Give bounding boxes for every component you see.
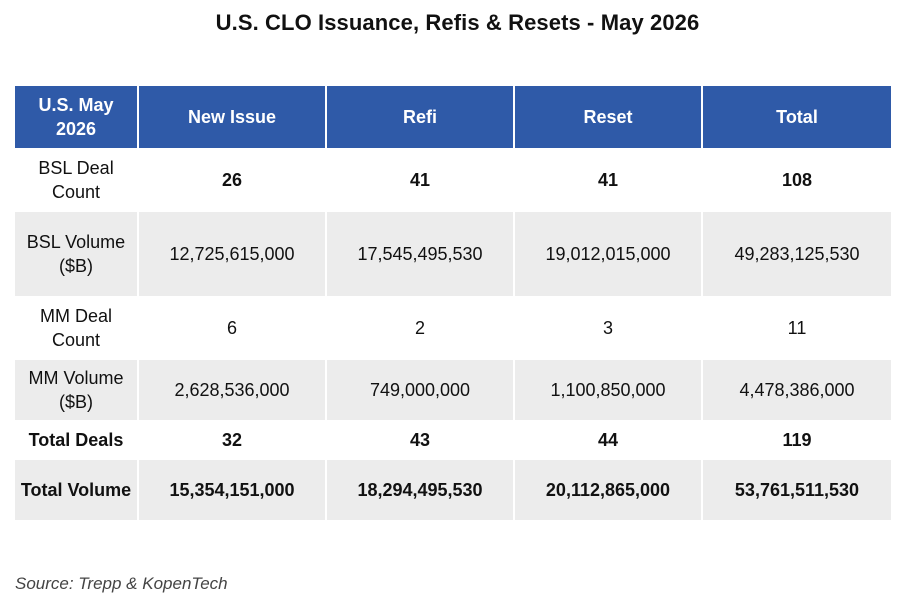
header-new-issue: New Issue: [138, 86, 327, 149]
row-label-bsl-volume: BSL Volume ($B): [15, 210, 139, 297]
cell-mm-deal-count-refi: 2: [326, 296, 515, 359]
clo-table: U.S. May 2026 New Issue Refi Reset Total…: [15, 86, 891, 520]
cell-mm-volume-total: 4,478,386,000: [702, 358, 891, 421]
cell-bsl-volume-total: 49,283,125,530: [702, 210, 891, 297]
row-label-mm-volume: MM Volume ($B): [15, 358, 139, 421]
table-row: MM Deal Count 6 2 3 11: [15, 296, 891, 359]
cell-total-volume-refi: 18,294,495,530: [326, 458, 515, 520]
cell-bsl-deal-count-reset: 41: [514, 148, 703, 211]
cell-total-deals-refi: 43: [326, 420, 515, 459]
cell-total-deals-total: 119: [702, 420, 891, 459]
cell-bsl-volume-new-issue: 12,725,615,000: [138, 210, 327, 297]
cell-total-volume-reset: 20,112,865,000: [514, 458, 703, 520]
cell-mm-deal-count-reset: 3: [514, 296, 703, 359]
table-row: Total Deals 32 43 44 119: [15, 420, 891, 459]
source-note: Source: Trepp & KopenTech: [15, 574, 228, 593]
cell-mm-volume-refi: 749,000,000: [326, 358, 515, 421]
table-row: Total Volume 15,354,151,000 18,294,495,5…: [15, 458, 891, 520]
cell-bsl-deal-count-refi: 41: [326, 148, 515, 211]
cell-bsl-volume-refi: 17,545,495,530: [326, 210, 515, 297]
row-label-mm-deal-count: MM Deal Count: [15, 296, 139, 359]
row-label-bsl-deal-count: BSL Deal Count: [15, 148, 139, 211]
cell-bsl-volume-reset: 19,012,015,000: [514, 210, 703, 297]
table-row: MM Volume ($B) 2,628,536,000 749,000,000…: [15, 358, 891, 421]
cell-bsl-deal-count-new-issue: 26: [138, 148, 327, 211]
table-row: BSL Deal Count 26 41 41 108: [15, 148, 891, 211]
header-reset: Reset: [514, 86, 703, 149]
cell-mm-volume-new-issue: 2,628,536,000: [138, 358, 327, 421]
row-label-total-deals: Total Deals: [15, 420, 139, 459]
cell-total-deals-new-issue: 32: [138, 420, 327, 459]
header-refi: Refi: [326, 86, 515, 149]
cell-total-volume-total: 53,761,511,530: [702, 458, 891, 520]
cell-bsl-deal-count-total: 108: [702, 148, 891, 211]
cell-total-deals-reset: 44: [514, 420, 703, 459]
page-title: U.S. CLO Issuance, Refis & Resets - May …: [215, 10, 700, 35]
header-total: Total: [702, 86, 891, 149]
cell-mm-volume-reset: 1,100,850,000: [514, 358, 703, 421]
cell-mm-deal-count-total: 11: [702, 296, 891, 359]
row-label-total-volume: Total Volume: [15, 458, 139, 520]
cell-mm-deal-count-new-issue: 6: [138, 296, 327, 359]
table-row: BSL Volume ($B) 12,725,615,000 17,545,49…: [15, 210, 891, 297]
cell-total-volume-new-issue: 15,354,151,000: [138, 458, 327, 520]
table-header-row: U.S. May 2026 New Issue Refi Reset Total: [15, 86, 891, 149]
header-period: U.S. May 2026: [15, 86, 139, 149]
